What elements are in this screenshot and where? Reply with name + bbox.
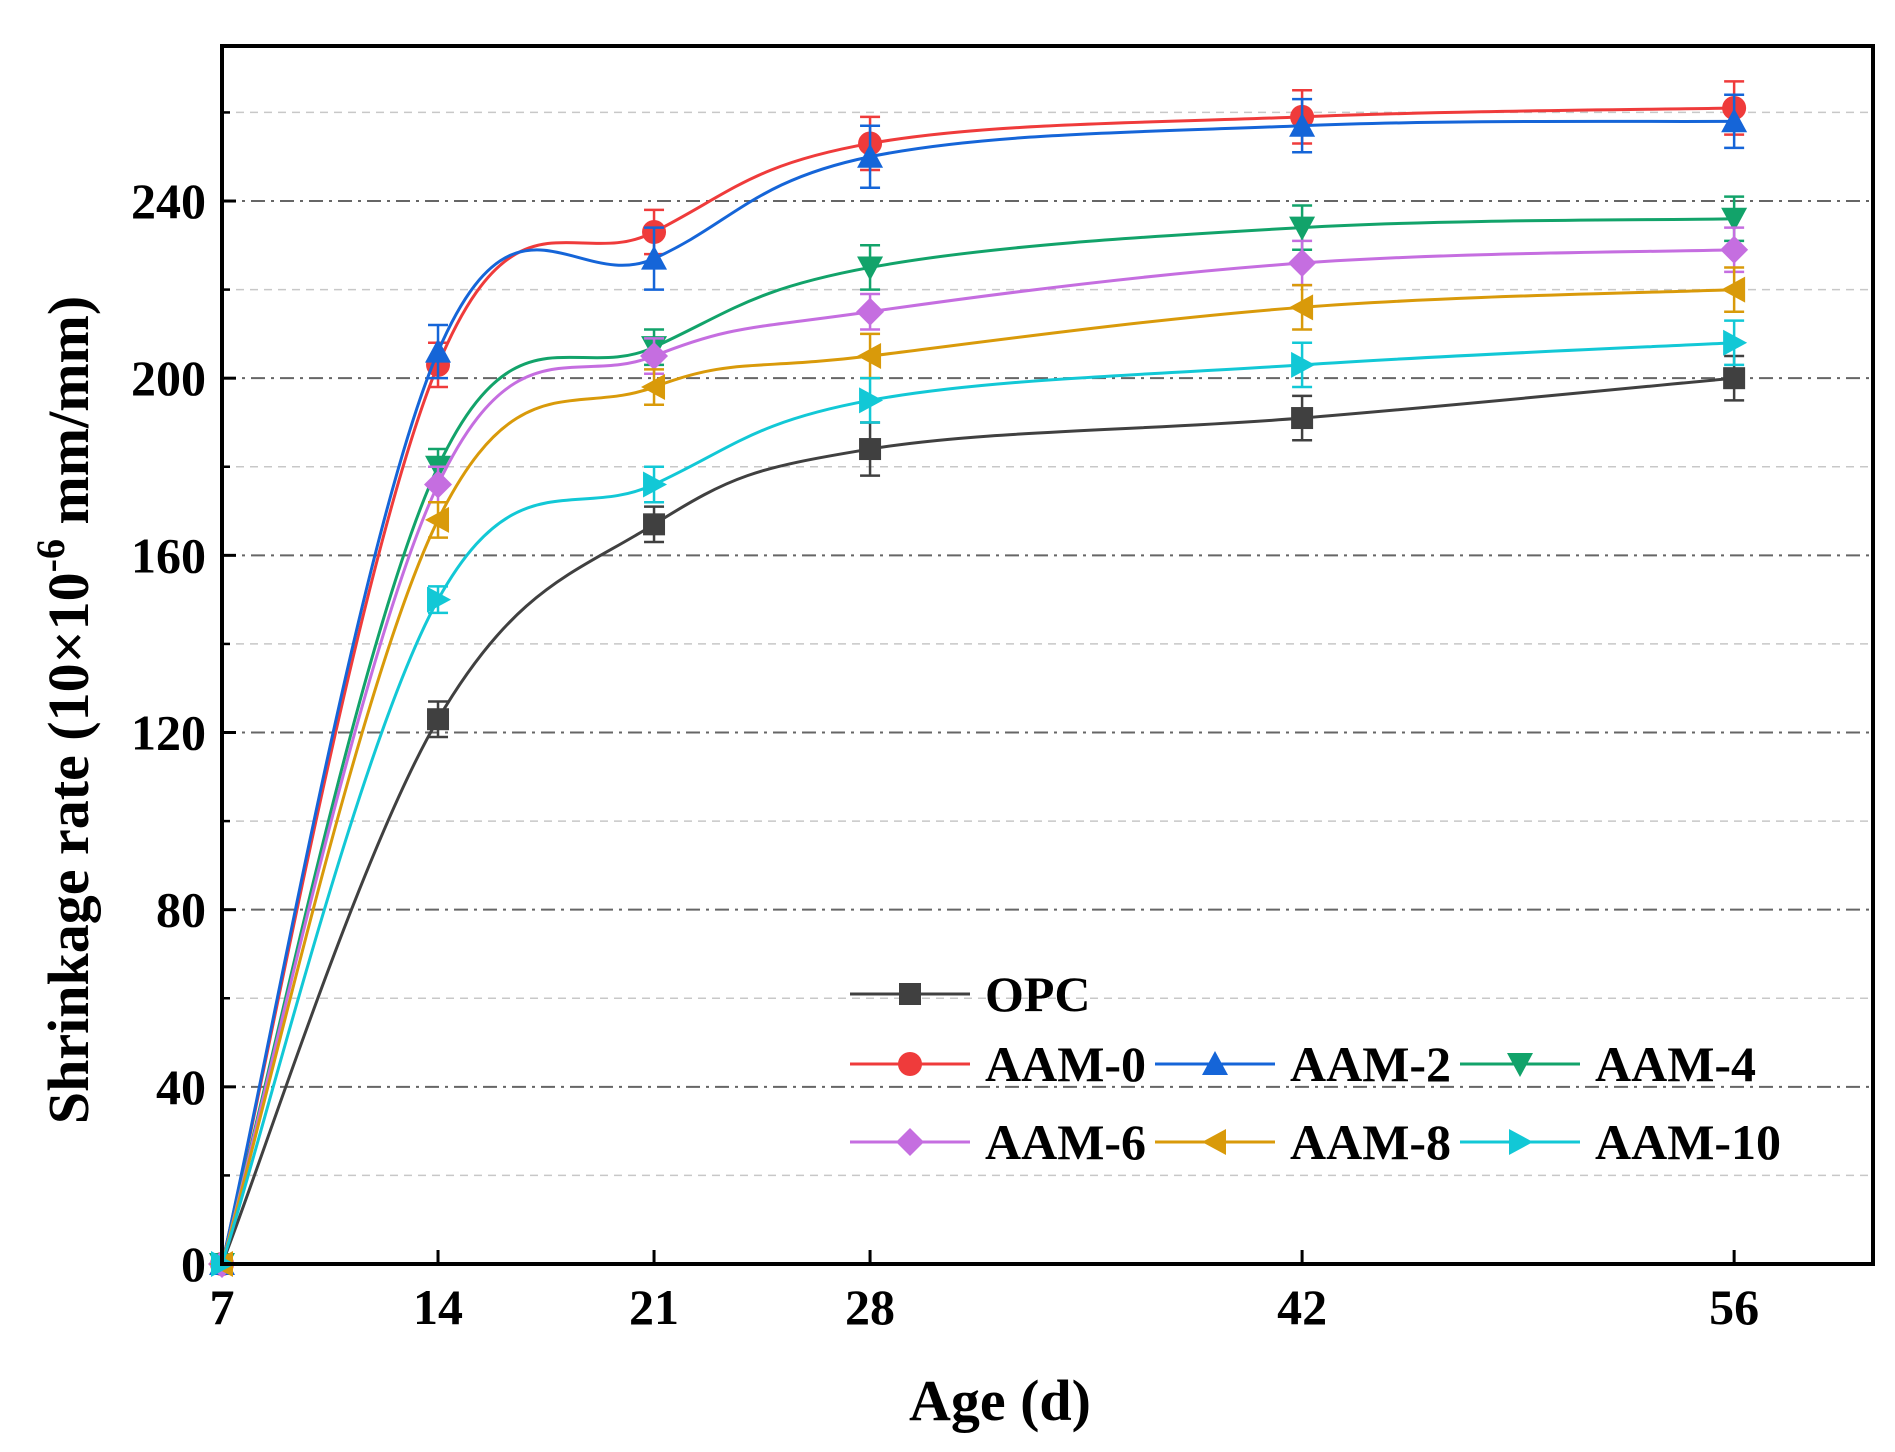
legend-marker bbox=[1509, 1129, 1533, 1155]
data-point bbox=[1723, 329, 1748, 356]
axes: 0 40 80 120 160 200 240 7 14 21 28 42 56 bbox=[131, 111, 1759, 1335]
legend-item-aam-10: AAM-10 bbox=[1460, 1114, 1781, 1170]
legend-label: AAM-0 bbox=[985, 1036, 1146, 1092]
data-point bbox=[1291, 351, 1316, 378]
series-line bbox=[220, 341, 1735, 1265]
data-point bbox=[641, 245, 668, 270]
series-layer bbox=[208, 80, 1749, 1278]
data-point bbox=[1289, 216, 1316, 241]
data-point bbox=[857, 143, 884, 168]
legend-marker bbox=[1202, 1129, 1226, 1155]
series-aam-10 bbox=[211, 319, 1748, 1277]
data-point bbox=[1721, 276, 1746, 303]
y-tick-label: 0 bbox=[181, 1236, 206, 1292]
y-tick-label: 40 bbox=[156, 1059, 206, 1115]
legend-marker bbox=[1507, 1053, 1533, 1077]
data-point bbox=[1288, 249, 1317, 278]
legend: OPC AAM-0 AAM-2 AAM-4 AAM-6 AAM-8 AAM-10 bbox=[850, 966, 1781, 1170]
series-opc bbox=[211, 354, 1746, 1275]
legend-item-aam-8: AAM-8 bbox=[1155, 1114, 1451, 1170]
y-tick-label: 240 bbox=[131, 173, 206, 229]
data-point bbox=[427, 708, 450, 731]
y-axis-title-superscript: -6 bbox=[28, 539, 73, 572]
data-point bbox=[425, 338, 452, 363]
y-axis-title-unit: mm/mm) bbox=[36, 296, 101, 539]
x-tick-label: 7 bbox=[210, 1279, 235, 1335]
y-tick-label: 160 bbox=[131, 527, 206, 583]
series-line bbox=[220, 248, 1735, 1265]
plot-frame bbox=[220, 44, 1875, 1266]
series-aam-8 bbox=[209, 266, 1746, 1277]
legend-item-opc: OPC bbox=[850, 966, 1091, 1022]
data-point bbox=[859, 387, 884, 414]
y-axis-title: Shrinkage rate (10×10-6 mm/mm) bbox=[28, 296, 101, 1124]
y-tick-label: 200 bbox=[131, 350, 206, 406]
data-point bbox=[641, 374, 666, 401]
legend-item-aam-4: AAM-4 bbox=[1460, 1036, 1756, 1092]
data-point bbox=[1720, 235, 1749, 264]
series-aam-6 bbox=[208, 226, 1749, 1278]
data-point bbox=[856, 297, 885, 326]
legend-label: AAM-6 bbox=[985, 1114, 1146, 1170]
series-line bbox=[220, 288, 1735, 1265]
legend-item-aam-6: AAM-6 bbox=[850, 1114, 1146, 1170]
x-axis-title: Age (d) bbox=[909, 1368, 1091, 1433]
x-tick-label: 14 bbox=[413, 1279, 463, 1335]
legend-marker bbox=[1202, 1051, 1228, 1075]
data-point bbox=[643, 471, 668, 498]
legend-marker bbox=[899, 983, 921, 1005]
legend-item-aam-0: AAM-0 bbox=[850, 1036, 1146, 1092]
data-point bbox=[643, 513, 666, 536]
data-point bbox=[1289, 112, 1316, 137]
data-point bbox=[1723, 367, 1746, 390]
y-tick-label: 80 bbox=[156, 882, 206, 938]
series-line bbox=[220, 376, 1735, 1265]
data-point bbox=[859, 438, 882, 461]
data-point bbox=[1291, 407, 1314, 430]
x-tick-label: 21 bbox=[629, 1279, 679, 1335]
data-point bbox=[1721, 108, 1748, 133]
series-aam-4 bbox=[209, 195, 1748, 1277]
legend-label: AAM-10 bbox=[1595, 1114, 1781, 1170]
y-axis-title-main: Shrinkage rate (10×10 bbox=[36, 572, 101, 1124]
legend-item-aam-2: AAM-2 bbox=[1155, 1036, 1451, 1092]
series-line bbox=[220, 106, 1735, 1265]
x-tick-label: 42 bbox=[1277, 1279, 1327, 1335]
x-tick-label: 28 bbox=[845, 1279, 895, 1335]
data-point bbox=[857, 343, 882, 370]
legend-marker bbox=[896, 1128, 924, 1156]
legend-marker bbox=[898, 1052, 922, 1076]
series-line bbox=[220, 217, 1735, 1265]
series-line bbox=[220, 119, 1735, 1265]
data-point bbox=[640, 342, 669, 371]
grid-lines bbox=[222, 111, 1873, 1177]
data-point bbox=[857, 256, 884, 281]
data-point bbox=[425, 506, 450, 533]
x-tick-label: 56 bbox=[1709, 1279, 1759, 1335]
data-point bbox=[424, 470, 453, 499]
y-tick-label: 120 bbox=[131, 705, 206, 761]
legend-label: OPC bbox=[985, 966, 1091, 1022]
legend-label: AAM-4 bbox=[1595, 1036, 1756, 1092]
data-point bbox=[1721, 207, 1748, 232]
legend-label: AAM-2 bbox=[1290, 1036, 1451, 1092]
data-point bbox=[1289, 294, 1314, 321]
legend-label: AAM-8 bbox=[1290, 1114, 1451, 1170]
data-point bbox=[427, 586, 452, 613]
